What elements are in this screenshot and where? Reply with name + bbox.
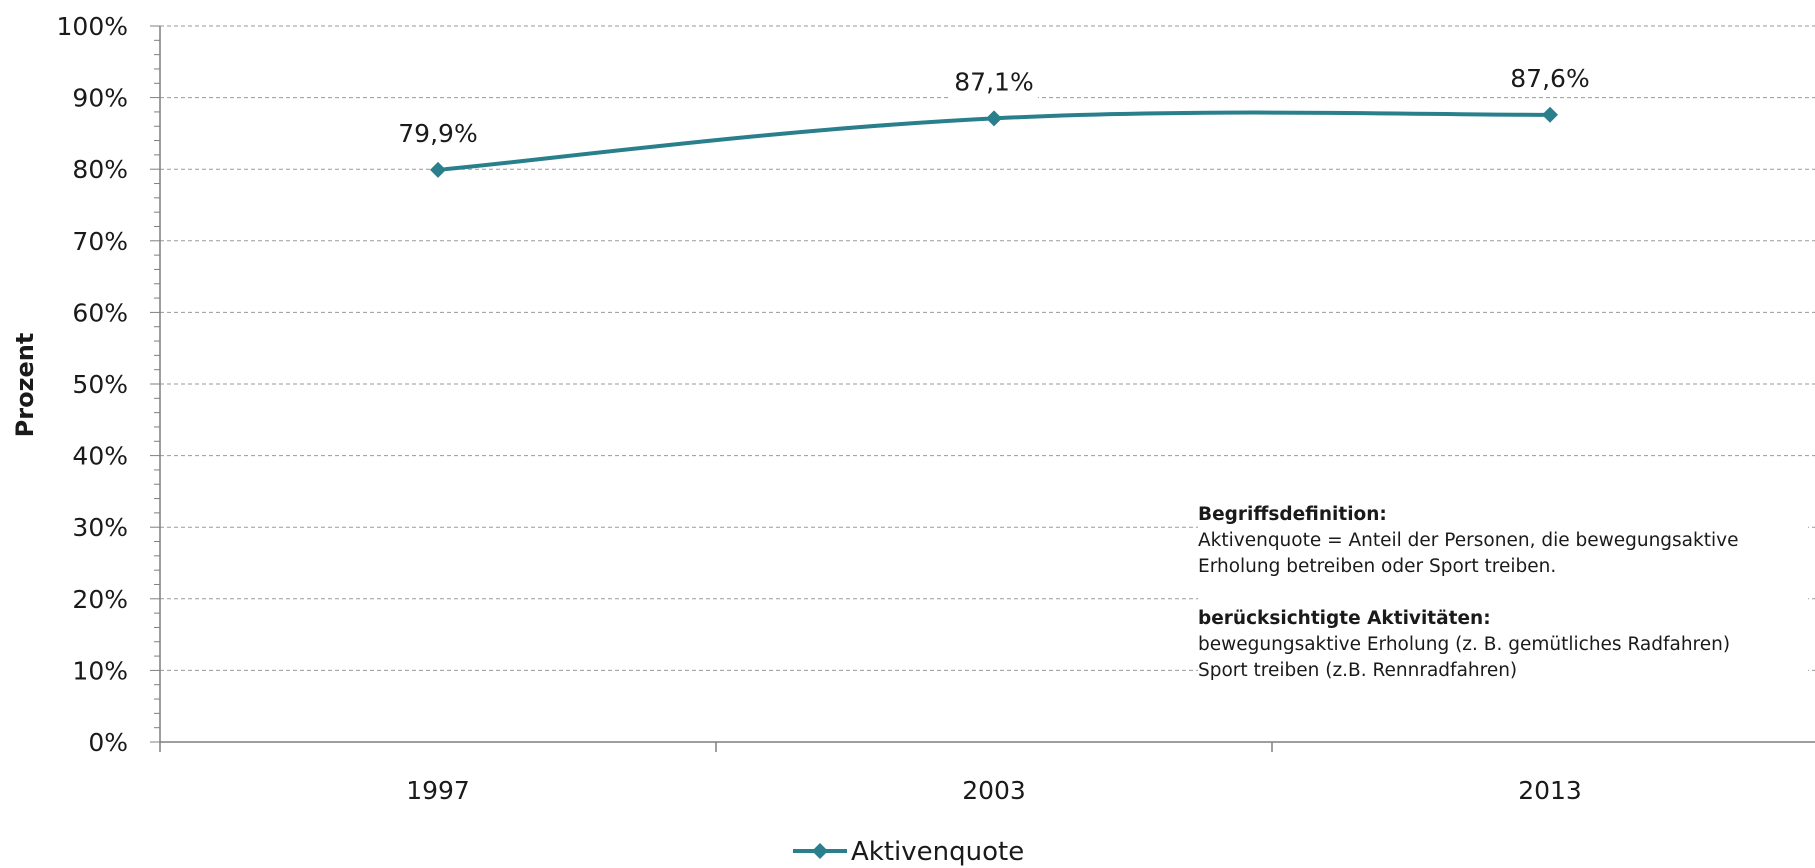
legend: Aktivenquote (793, 837, 1024, 867)
y-tick-label: 90% (72, 84, 128, 113)
legend-marker (812, 843, 828, 859)
note-spacer (1198, 580, 1808, 606)
note-activity-line-2: Sport treiben (z.B. Rennradfahren) (1198, 660, 1518, 681)
note-activity-line-1: bewegungsaktive Erholung (z. B. gemütlic… (1198, 634, 1731, 655)
definition-note: Begriffsdefinition: Aktivenquote = Antei… (1198, 500, 1808, 686)
axes (150, 25, 1815, 752)
note-definition-line-1: Aktivenquote = Anteil der Personen, die … (1198, 530, 1739, 551)
y-axis-label: Prozent (11, 333, 39, 438)
y-tick-label: 0% (88, 728, 128, 757)
x-tick-label: 2013 (1518, 776, 1582, 805)
y-tick-label: 10% (72, 656, 128, 685)
y-tick-label: 70% (72, 227, 128, 256)
y-tick-label: 40% (72, 442, 128, 471)
data-point-marker (986, 110, 1002, 127)
x-tick-label: 2003 (962, 776, 1026, 805)
y-tick-label: 50% (72, 370, 128, 399)
y-tick-label: 20% (72, 585, 128, 614)
note-heading-definition: Begriffsdefinition: (1198, 504, 1387, 525)
data-point-marker (430, 161, 446, 178)
data-label: 87,1% (954, 67, 1033, 96)
data-label-bg (394, 111, 482, 150)
y-tick-label: 60% (72, 298, 128, 327)
data-point-marker (1542, 106, 1558, 123)
y-tick-label: 30% (72, 513, 128, 542)
y-tick-labels: 0% 10% 20% 30% 40% 50% 60% 70% 80% 90% 100% (57, 12, 128, 757)
x-tick-label: 1997 (406, 776, 470, 805)
series-group: 79,9% 87,1% 87,6% (394, 56, 1594, 178)
data-label-bg (950, 60, 1038, 99)
x-tick-labels: 1997 2003 2013 (406, 776, 1582, 805)
data-label-bg (1506, 56, 1594, 95)
data-label: 79,9% (398, 119, 477, 148)
data-label: 87,6% (1510, 64, 1589, 93)
y-tick-label: 80% (72, 155, 128, 184)
note-definition-line-2: Erholung betreiben oder Sport treiben. (1198, 556, 1557, 577)
legend-label: Aktivenquote (851, 837, 1024, 867)
y-tick-label: 100% (57, 12, 128, 41)
note-heading-activities: berücksichtigte Aktivitäten: (1198, 608, 1491, 629)
